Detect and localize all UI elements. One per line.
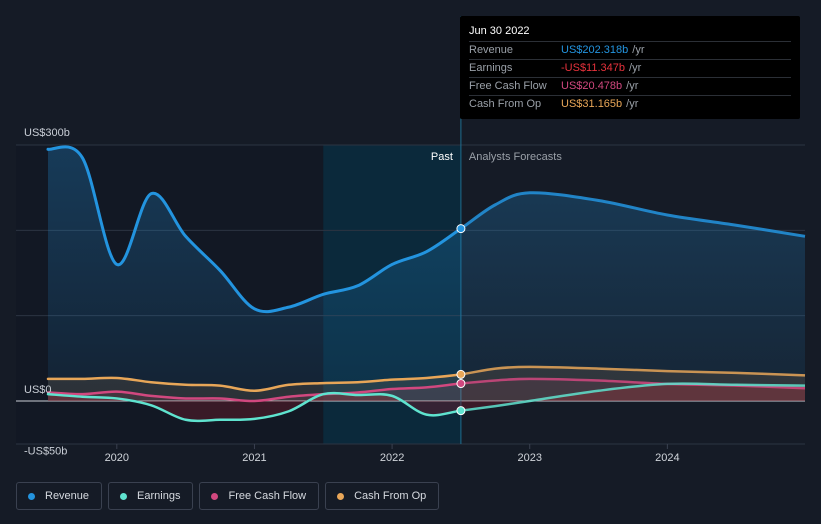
tooltip-value: US$202.318b bbox=[561, 44, 629, 56]
y-axis-label: US$0 bbox=[24, 384, 52, 396]
free-cash-flow-marker bbox=[456, 379, 466, 389]
cash-from-op-marker bbox=[456, 369, 466, 379]
tooltip-value: US$31.165b bbox=[561, 98, 623, 110]
forecast-label: Analysts Forecasts bbox=[469, 151, 562, 163]
legend-label: Cash From Op bbox=[354, 490, 427, 502]
tooltip-row-free-cash-flow: Free Cash Flow US$20.478b /yr bbox=[469, 78, 791, 96]
revenue-line-forecast bbox=[460, 191, 806, 238]
legend-item-revenue[interactable]: Revenue bbox=[16, 482, 103, 510]
tooltip-unit: /yr bbox=[632, 44, 645, 56]
earnings-dot-icon bbox=[120, 492, 128, 500]
legend: Revenue Earnings Free Cash Flow Cash Fro… bbox=[16, 482, 440, 510]
legend-label: Revenue bbox=[45, 490, 90, 502]
x-tick-label: 2022 bbox=[380, 452, 404, 464]
earnings-line-past bbox=[46, 391, 461, 423]
tooltip-value: US$20.478b bbox=[561, 80, 623, 92]
free-cash-flow-dot-icon bbox=[211, 492, 219, 500]
revenue-marker bbox=[456, 224, 466, 234]
legend-item-earnings[interactable]: Earnings bbox=[108, 482, 194, 510]
y-axis-label: -US$50b bbox=[24, 446, 67, 458]
y-axis-label: US$300b bbox=[24, 127, 70, 139]
legend-label: Free Cash Flow bbox=[228, 490, 307, 502]
tooltip-row-earnings: Earnings -US$11.347b /yr bbox=[469, 60, 791, 78]
x-tick-label: 2021 bbox=[242, 452, 266, 464]
earnings-area bbox=[48, 383, 805, 421]
earnings-line-forecast bbox=[460, 382, 806, 412]
cash-from-op-line-forecast bbox=[460, 365, 806, 377]
cash-from-op-dot-icon bbox=[337, 492, 345, 500]
free-cash-flow-line-forecast bbox=[460, 377, 806, 390]
revenue-area bbox=[48, 146, 805, 401]
legend-label: Earnings bbox=[137, 490, 181, 502]
revenue-dot-icon bbox=[28, 492, 35, 500]
legend-item-free-cash-flow[interactable]: Free Cash Flow bbox=[199, 482, 320, 510]
tooltip-row-revenue: Revenue US$202.318b /yr bbox=[469, 42, 791, 60]
tooltip-panel: Jun 30 2022 Revenue US$202.318b /yr Earn… bbox=[460, 16, 800, 119]
earnings-marker bbox=[456, 406, 466, 416]
tooltip-label: Earnings bbox=[469, 62, 513, 74]
x-tick-label: 2023 bbox=[517, 452, 541, 464]
free-cash-flow-area bbox=[48, 378, 805, 402]
tooltip-value: -US$11.347b bbox=[561, 62, 626, 74]
cash-from-op-area bbox=[48, 366, 805, 401]
tooltip-date: Jun 30 2022 bbox=[469, 24, 791, 42]
tooltip-label: Free Cash Flow bbox=[469, 80, 547, 92]
past-label: Past bbox=[431, 151, 453, 163]
cash-from-op-line-past bbox=[46, 373, 461, 393]
tooltip-row-cash-from-op: Cash From Op US$31.165b /yr bbox=[469, 96, 791, 113]
tooltip-unit: /yr bbox=[626, 98, 639, 110]
tooltip-unit: /yr bbox=[629, 62, 642, 74]
tooltip-label: Cash From Op bbox=[469, 98, 542, 110]
free-cash-flow-line-past bbox=[46, 382, 461, 403]
x-tick-label: 2020 bbox=[105, 452, 129, 464]
legend-item-cash-from-op[interactable]: Cash From Op bbox=[325, 482, 440, 510]
x-tick-label: 2024 bbox=[655, 452, 679, 464]
revenue-line-past bbox=[46, 145, 461, 314]
tooltip-label: Revenue bbox=[469, 44, 514, 56]
tooltip-unit: /yr bbox=[626, 80, 639, 92]
